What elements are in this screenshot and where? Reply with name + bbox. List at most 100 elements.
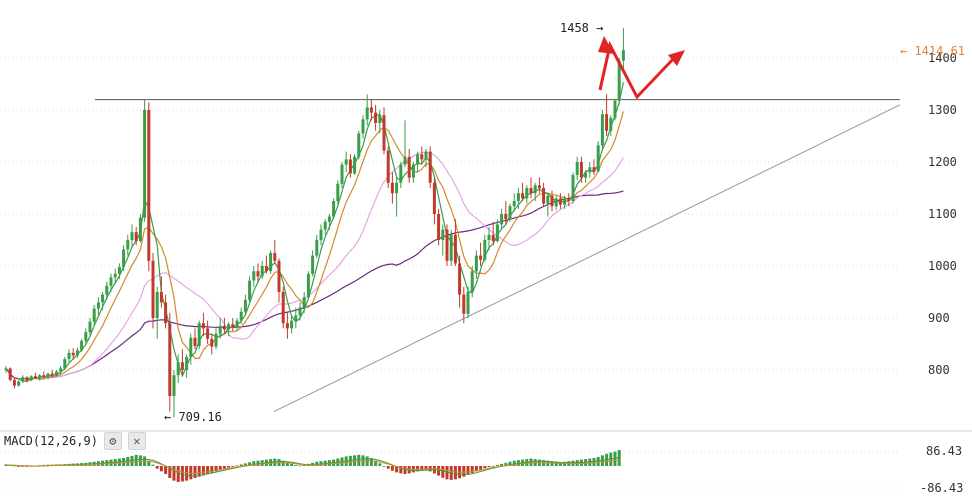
candle-body xyxy=(495,224,499,242)
macd-axis-top: 86.43 xyxy=(926,444,962,458)
axis-labels: 800 900 1000 1100 1200 1300 1400 xyxy=(928,51,957,377)
candle-body xyxy=(206,328,210,339)
candle-body xyxy=(479,255,483,260)
macd-bar xyxy=(151,464,155,466)
macd-bar xyxy=(512,460,516,466)
candle-body xyxy=(529,188,533,194)
forecast-path xyxy=(598,40,677,100)
candle-body xyxy=(84,332,88,341)
macd-bar xyxy=(420,466,424,471)
macd-bar xyxy=(399,466,403,474)
candle-body xyxy=(462,294,466,314)
macd-bar xyxy=(138,455,142,466)
macd-bar xyxy=(315,461,319,466)
candle-body xyxy=(537,185,541,188)
candle-body xyxy=(239,311,243,321)
candle-body xyxy=(365,107,369,120)
candle-body xyxy=(508,206,512,220)
macd-lines xyxy=(5,456,620,477)
candle-body xyxy=(579,162,583,178)
macd-bar xyxy=(369,458,373,466)
macd-bar xyxy=(302,464,306,466)
candle-body xyxy=(357,133,361,157)
macd-bar xyxy=(466,466,470,475)
candle-body xyxy=(584,172,588,178)
candle-body xyxy=(294,315,298,321)
macd-bar xyxy=(180,466,184,482)
candle-body xyxy=(46,373,50,377)
candle-body xyxy=(491,234,495,242)
candle-body xyxy=(558,198,562,205)
candle-body xyxy=(12,379,16,386)
sma-mid-line xyxy=(18,151,624,380)
macd-bar xyxy=(348,455,352,466)
candle-body xyxy=(176,362,180,376)
macd-bar xyxy=(197,466,201,477)
macd-bar xyxy=(159,466,163,472)
candle-body xyxy=(344,159,348,165)
macd-bar xyxy=(424,466,428,470)
macd-bar xyxy=(470,466,474,473)
candle-body xyxy=(4,368,8,370)
candle-body xyxy=(248,280,252,300)
macd-bar xyxy=(386,466,390,469)
candle-body xyxy=(327,216,331,222)
macd-bar xyxy=(193,466,197,478)
candle-body xyxy=(75,350,79,356)
macd-bar xyxy=(504,462,508,466)
candle-body xyxy=(189,337,193,357)
macd-bar xyxy=(483,466,487,469)
sma-long-line xyxy=(5,190,624,380)
macd-bar xyxy=(17,466,21,467)
candle-body xyxy=(533,185,537,194)
candle-body xyxy=(458,263,462,295)
candle-body xyxy=(29,376,33,381)
gear-icon[interactable]: ⚙ xyxy=(103,432,122,450)
candle-body xyxy=(134,232,138,242)
macd-bar xyxy=(546,460,550,466)
candle-body xyxy=(554,198,558,207)
high-annotation: 1458 → xyxy=(560,21,603,35)
y-tick-label: 1200 xyxy=(928,155,957,169)
candle-body xyxy=(172,375,176,396)
macd-bar xyxy=(206,466,210,474)
forecast-arrowhead-right xyxy=(668,50,685,66)
candle-body xyxy=(504,214,508,220)
macd-bar xyxy=(218,466,222,470)
macd-bar xyxy=(235,465,239,467)
macd-bar xyxy=(479,466,483,470)
macd-bar xyxy=(117,458,121,466)
candle-body xyxy=(571,175,575,201)
macd-bar xyxy=(592,458,596,466)
macd-bar xyxy=(285,462,289,466)
candle-body xyxy=(243,299,247,312)
macd-bar xyxy=(588,458,592,466)
candle-body xyxy=(38,375,42,379)
candle-body xyxy=(281,292,285,324)
candle-body xyxy=(315,240,319,256)
candle-body xyxy=(411,164,415,178)
candle-body xyxy=(260,266,264,277)
forecast-arrow xyxy=(598,36,685,100)
last-price-label: ← 1414.61 xyxy=(900,44,965,58)
macd-bar xyxy=(21,466,25,467)
macd-bar xyxy=(298,465,302,467)
candle-body xyxy=(298,307,302,316)
macd-bar xyxy=(453,466,457,480)
candle-body xyxy=(67,352,71,360)
candle-body xyxy=(235,320,239,328)
candle-body xyxy=(290,320,294,329)
candle-body xyxy=(185,357,189,370)
candle-body xyxy=(285,323,289,329)
candle-body xyxy=(21,377,25,382)
macd-bar xyxy=(617,450,621,466)
forecast-arrowhead-up xyxy=(598,36,614,54)
candle-body xyxy=(122,249,126,268)
macd-bar xyxy=(294,464,298,466)
macd-bar xyxy=(500,463,504,466)
candle-body xyxy=(340,164,344,184)
close-icon[interactable]: ✕ xyxy=(127,432,146,450)
candle-body xyxy=(403,156,407,165)
candle-body xyxy=(302,297,306,308)
candle-body xyxy=(382,115,386,151)
